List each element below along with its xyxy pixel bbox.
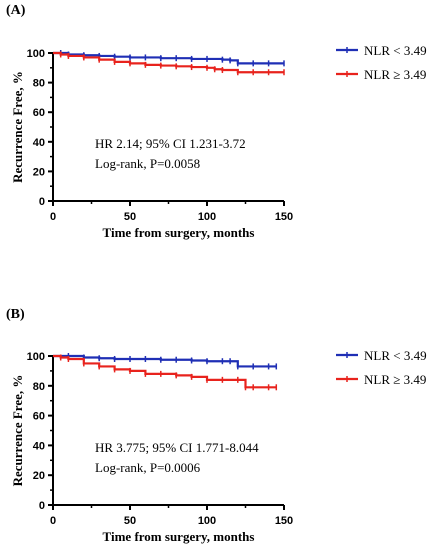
- x-tick-label: 0: [50, 515, 56, 527]
- panel-label: (B): [6, 307, 25, 322]
- legend-label: NLR < 3.49: [364, 348, 427, 363]
- y-tick-label: 40: [33, 137, 45, 149]
- annotation-text: Log-rank, P=0.0006: [95, 460, 201, 475]
- x-tick-label: 0: [50, 211, 56, 223]
- legend-label: NLR ≥ 3.49: [364, 67, 426, 82]
- y-tick-label: 20: [33, 470, 45, 482]
- survival-curve-series-1: [53, 354, 277, 368]
- annotation-text: Log-rank, P=0.0058: [95, 156, 200, 171]
- x-axis-label: Time from surgery, months: [103, 529, 255, 544]
- y-tick-label: 0: [39, 196, 45, 208]
- y-tick-label: 20: [33, 166, 45, 178]
- x-tick-label: 50: [124, 515, 136, 527]
- chart-panel-a: (A) 0 20 40 60 80 100 0 50 100 150 Time from surger…: [6, 3, 427, 240]
- annotation-text: HR 2.14; 95% CI 1.231-3.72: [95, 136, 246, 151]
- x-tick-label: 100: [198, 211, 216, 223]
- y-tick-label: 100: [27, 351, 45, 363]
- y-tick-label: 80: [33, 78, 45, 90]
- legend-label: NLR ≥ 3.49: [364, 372, 426, 387]
- x-tick-label: 150: [275, 211, 293, 223]
- y-axis-label: Recurrence Free, %: [10, 375, 25, 487]
- y-tick-label: 100: [27, 48, 45, 60]
- y-tick-label: 0: [39, 500, 45, 512]
- legend-label: NLR < 3.49: [364, 43, 427, 58]
- x-tick-label: 150: [275, 515, 293, 527]
- chart-panel-b: (B) 0 20 40 60 80 100 0 50 100 150 Time from surger…: [6, 307, 427, 544]
- y-tick-label: 60: [33, 411, 45, 423]
- y-axis-label: Recurrence Free, %: [10, 71, 25, 183]
- y-tick-label: 60: [33, 107, 45, 119]
- x-tick-label: 100: [198, 515, 216, 527]
- x-tick-label: 50: [124, 211, 136, 223]
- panel-label: (A): [6, 3, 26, 18]
- y-tick-label: 40: [33, 440, 45, 452]
- annotation-text: HR 3.775; 95% CI 1.771-8.044: [95, 440, 259, 455]
- x-axis-label: Time from surgery, months: [103, 225, 255, 240]
- y-tick-label: 80: [33, 381, 45, 393]
